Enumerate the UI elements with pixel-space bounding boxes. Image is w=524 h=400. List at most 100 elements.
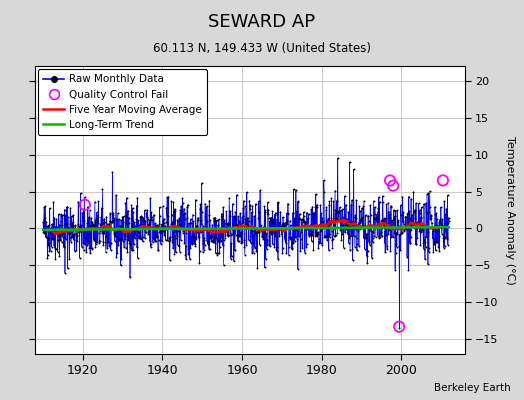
Point — [275, 233, 283, 240]
Point — [96, 222, 105, 228]
Point — [151, 238, 160, 244]
Point — [172, 226, 181, 232]
Point — [231, 214, 239, 220]
Point — [168, 234, 177, 241]
Point — [161, 224, 169, 231]
Point — [291, 234, 299, 240]
Point — [64, 231, 73, 237]
Point — [423, 210, 431, 216]
Point — [366, 242, 374, 248]
Point — [84, 231, 93, 238]
Point — [92, 241, 101, 247]
Point — [387, 202, 395, 209]
Point — [393, 207, 401, 214]
Point — [256, 242, 264, 248]
Point — [215, 216, 223, 222]
Point — [136, 214, 145, 220]
Point — [267, 231, 275, 237]
Point — [358, 222, 366, 228]
Point — [178, 225, 187, 231]
Point — [431, 210, 440, 217]
Point — [345, 159, 354, 165]
Point — [227, 253, 236, 259]
Point — [78, 210, 86, 216]
Point — [206, 235, 214, 242]
Point — [163, 237, 172, 244]
Point — [211, 224, 219, 230]
Point — [409, 189, 418, 195]
Point — [386, 211, 394, 218]
Point — [322, 234, 330, 240]
Point — [388, 220, 397, 227]
Point — [365, 225, 374, 232]
Point — [166, 234, 174, 240]
Point — [78, 244, 86, 250]
Point — [403, 254, 411, 260]
Point — [394, 219, 402, 226]
Point — [352, 226, 360, 232]
Point — [383, 221, 391, 228]
Point — [241, 244, 249, 250]
Point — [408, 217, 417, 223]
Point — [220, 262, 228, 268]
Point — [439, 223, 447, 230]
Point — [405, 208, 413, 214]
Point — [213, 252, 222, 258]
Point — [346, 233, 355, 239]
Point — [108, 218, 117, 224]
Point — [57, 218, 65, 224]
Point — [82, 249, 91, 256]
Point — [123, 211, 131, 217]
Point — [119, 213, 128, 220]
Point — [398, 194, 407, 200]
Point — [115, 237, 124, 243]
Point — [211, 250, 220, 256]
Point — [225, 221, 233, 228]
Point — [69, 212, 78, 218]
Point — [246, 205, 254, 212]
Point — [413, 225, 421, 232]
Point — [268, 230, 276, 237]
Point — [68, 234, 77, 241]
Point — [234, 213, 243, 220]
Point — [74, 224, 83, 230]
Point — [49, 227, 58, 233]
Point — [106, 246, 115, 253]
Point — [57, 211, 65, 218]
Point — [378, 233, 386, 239]
Point — [61, 270, 69, 276]
Point — [349, 232, 357, 238]
Point — [140, 224, 148, 230]
Point — [170, 208, 178, 215]
Point — [53, 231, 61, 237]
Point — [336, 215, 344, 222]
Point — [110, 215, 118, 221]
Point — [208, 222, 216, 228]
Point — [176, 221, 184, 227]
Point — [392, 241, 401, 247]
Point — [420, 237, 429, 243]
Point — [188, 241, 196, 248]
Point — [64, 214, 72, 221]
Point — [216, 225, 225, 231]
Point — [49, 199, 58, 206]
Point — [196, 201, 204, 208]
Point — [367, 224, 375, 230]
Point — [308, 231, 316, 238]
Point — [384, 231, 392, 238]
Point — [112, 254, 121, 260]
Point — [330, 221, 339, 228]
Point — [160, 222, 169, 229]
Point — [244, 218, 253, 224]
Point — [349, 218, 357, 224]
Point — [218, 213, 226, 220]
Point — [342, 201, 350, 208]
Point — [104, 220, 112, 227]
Point — [183, 224, 192, 231]
Point — [293, 226, 301, 232]
Text: 60.113 N, 149.433 W (United States): 60.113 N, 149.433 W (United States) — [153, 42, 371, 55]
Point — [253, 265, 261, 272]
Point — [188, 233, 196, 240]
Point — [272, 236, 280, 242]
Point — [187, 240, 195, 246]
